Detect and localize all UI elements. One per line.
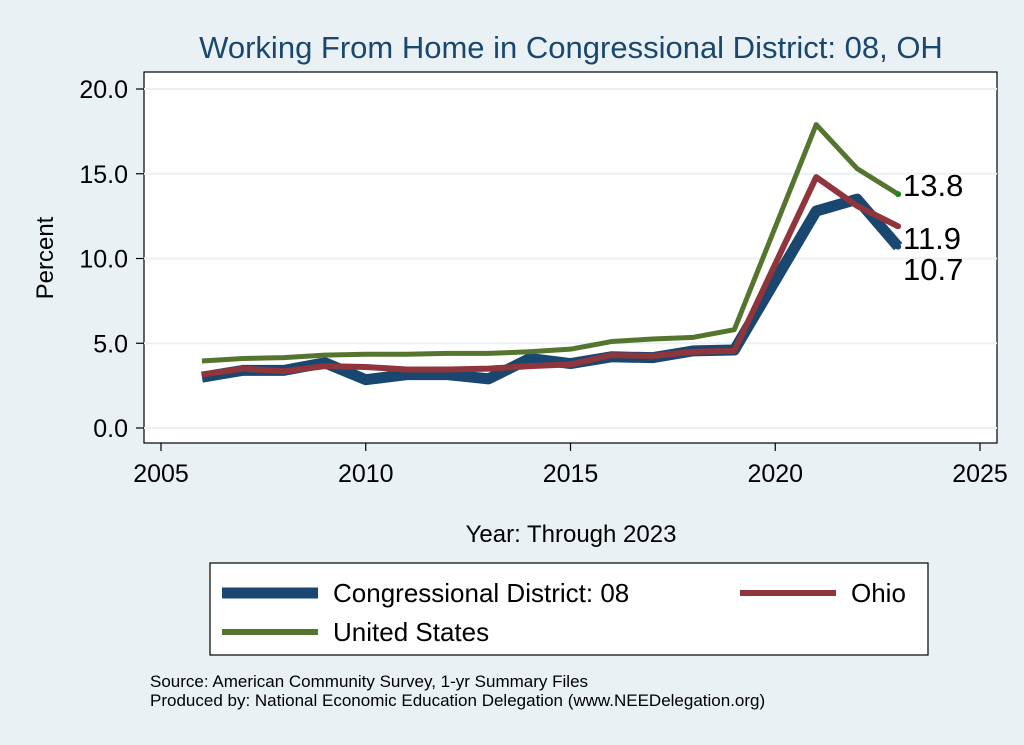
y-tick-label: 0.0 [93,415,128,443]
source-note: Source: American Community Survey, 1-yr … [150,672,588,691]
x-tick-label: 2025 [952,460,1008,488]
series-line-ohio [201,174,900,378]
end-label-us: 13.8 [903,168,963,203]
x-axis: 2005 2010 2015 2020 2025 [133,443,1008,488]
y-axis-label: Percent [32,216,59,299]
x-tick-label: 2020 [747,460,803,488]
legend-label-cd08: Congressional District: 08 [333,578,629,608]
end-point-ohio [895,223,902,230]
y-tick-label: 20.0 [79,76,128,104]
legend-label-us: United States [333,617,489,647]
end-label-cd08: 10.7 [903,252,963,287]
end-labels: 10.711.9 13.8 [903,168,963,287]
end-point-us [895,191,902,198]
series-lines [201,122,903,386]
end-point-cd08 [895,243,902,250]
y-tick-label: 5.0 [93,330,128,358]
x-axis-label: Year: Through 2023 [466,521,677,548]
x-tick-label: 2015 [543,460,599,488]
x-tick-label: 2005 [133,460,189,488]
y-tick-label: 15.0 [79,161,128,189]
end-label-ohio: 11.9 [903,221,961,256]
grid [144,88,997,429]
y-axis: 0.0 5.0 10.0 15.0 20.0 [79,76,144,443]
legend-label-ohio: Ohio [851,578,906,608]
legend: Congressional District: 08 Ohio United S… [209,562,929,656]
series-line-us [201,122,900,364]
legend-box [209,562,929,656]
y-tick-label: 10.0 [79,246,128,274]
x-tick-label: 2010 [338,460,394,488]
producer-note: Produced by: National Economic Education… [150,691,765,710]
chart-title: Working From Home in Congressional Distr… [199,30,943,65]
